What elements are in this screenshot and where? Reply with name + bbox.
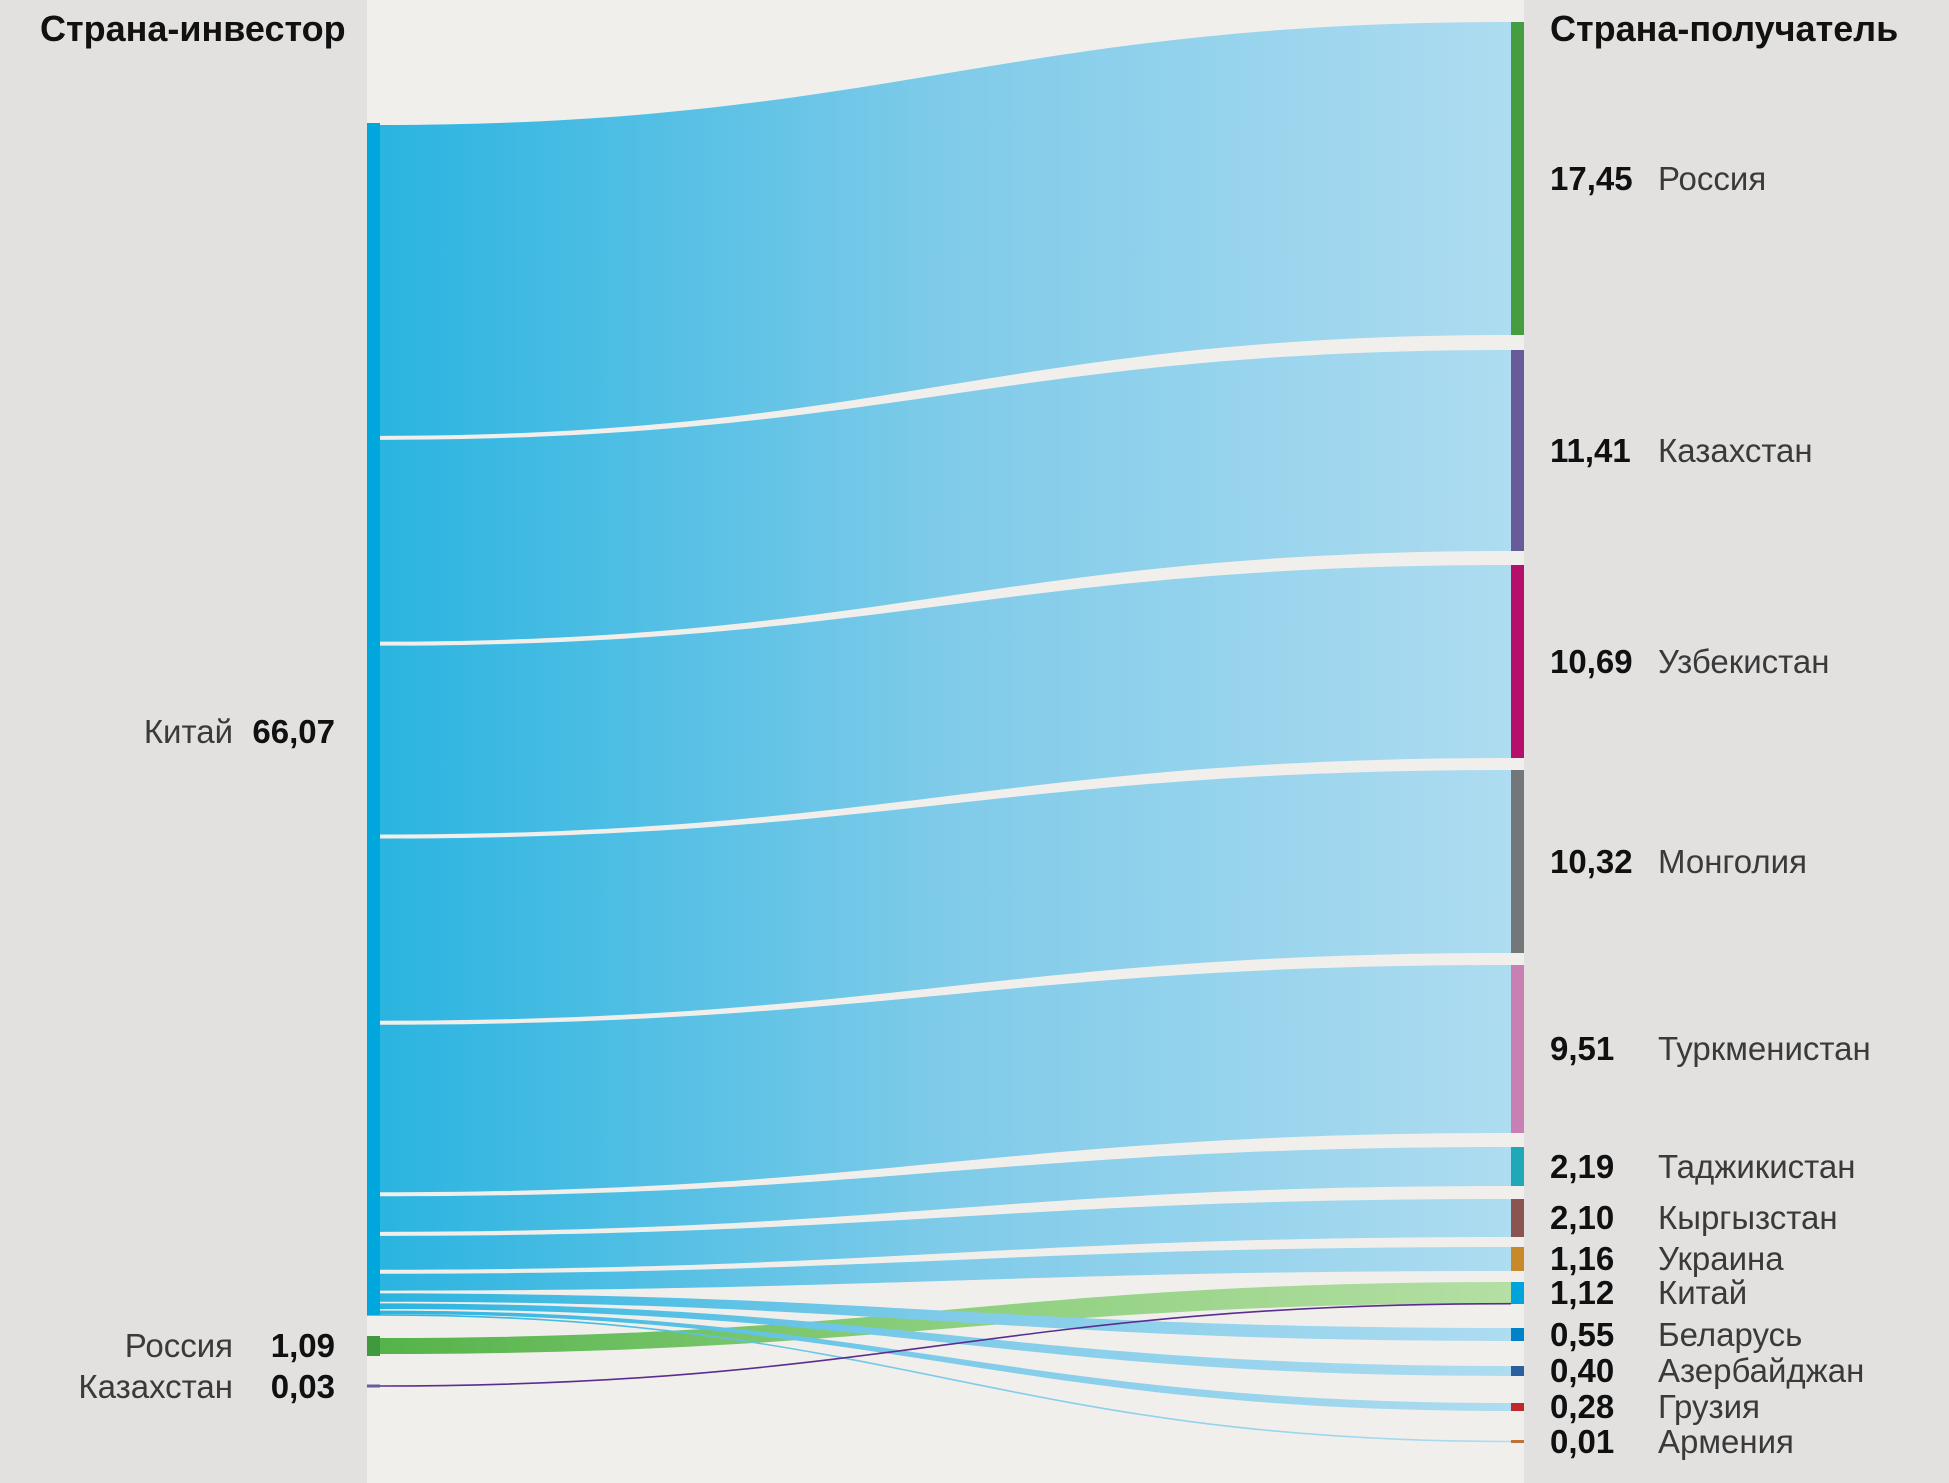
- right-column-header: Страна-получатель: [1550, 8, 1899, 49]
- flow-cn-by_r: [380, 1293, 1511, 1341]
- recipient-name: Туркменистан: [1658, 1029, 1871, 1067]
- recipient-row: 1,16 Украина: [1550, 1239, 1784, 1277]
- recipient-value: 2,10: [1550, 1198, 1615, 1236]
- node-mn_r: [1511, 770, 1524, 953]
- recipient-row: 10,69 Узбекистан: [1550, 642, 1830, 680]
- recipient-row: 0,01 Армения: [1550, 1422, 1794, 1460]
- node-ge_r: [1511, 1403, 1524, 1411]
- left-column-header: Страна-инвестор: [40, 8, 346, 49]
- flow-cn-ge_r: [380, 1310, 1511, 1411]
- node-kz_r: [1511, 350, 1524, 551]
- recipient-value: 0,40: [1550, 1351, 1615, 1389]
- right-label-panel: [1524, 0, 1949, 1483]
- node-ru: [367, 1336, 380, 1356]
- recipient-row: 11,41 Казахстан: [1550, 431, 1813, 469]
- investor-row: Россия 1,09: [124, 1326, 335, 1364]
- investor-row: Казахстан 0,03: [78, 1367, 335, 1405]
- recipient-row: 2,10 Кыргызстан: [1550, 1198, 1838, 1236]
- recipient-row: 17,45 Россия: [1550, 159, 1767, 197]
- recipient-name: Монголия: [1658, 842, 1807, 880]
- recipient-row: 0,40 Азербайджан: [1550, 1351, 1865, 1389]
- investor-name: Китай: [143, 712, 233, 750]
- recipient-name: Азербайджан: [1658, 1351, 1865, 1389]
- flow-cn-ru_r: [380, 22, 1511, 436]
- node-tj_r: [1511, 1147, 1524, 1186]
- recipient-row: 0,55 Беларусь: [1550, 1315, 1803, 1353]
- flow-cn-am_r: [367, 1314, 1512, 1443]
- recipient-value: 1,16: [1550, 1239, 1615, 1277]
- flow-cn-tm_r: [380, 965, 1511, 1193]
- node-kg_r: [1511, 1199, 1524, 1237]
- investor-name: Казахстан: [78, 1367, 233, 1405]
- recipient-value: 10,69: [1550, 642, 1633, 680]
- recipient-name: Казахстан: [1658, 431, 1813, 469]
- flow-kz-cn_r: [367, 1302, 1512, 1387]
- recipient-row: 1,12 Китай: [1550, 1273, 1748, 1311]
- node-tm_r: [1511, 965, 1524, 1133]
- recipient-name: Армения: [1658, 1422, 1794, 1460]
- recipient-name: Украина: [1658, 1239, 1784, 1277]
- investor-row: Китай 66,07: [143, 712, 335, 750]
- recipient-value: 10,32: [1550, 842, 1633, 880]
- recipient-value: 1,12: [1550, 1273, 1615, 1311]
- flow-cn-ua_r: [380, 1247, 1511, 1291]
- flow-cn-az_r: [380, 1303, 1511, 1376]
- recipient-row: 10,32 Монголия: [1550, 842, 1807, 880]
- node-az_r: [1511, 1366, 1524, 1376]
- flow-cn-uz_r: [380, 565, 1511, 835]
- recipient-name: Таджикистан: [1658, 1147, 1856, 1185]
- node-kz: [367, 1384, 380, 1388]
- flow-cn-mn_r: [380, 770, 1511, 1021]
- recipient-value: 0,28: [1550, 1387, 1615, 1425]
- flow-cn-kz_r: [380, 350, 1511, 642]
- investor-name: Россия: [124, 1326, 233, 1364]
- node-cn_r: [1511, 1282, 1524, 1304]
- recipient-value: 9,51: [1550, 1029, 1615, 1067]
- node-cn: [367, 123, 380, 1315]
- recipient-name: Узбекистан: [1658, 642, 1830, 680]
- flow-cn-tj_r: [380, 1147, 1511, 1232]
- recipient-name: Россия: [1658, 159, 1767, 197]
- left-label-panel: [0, 0, 367, 1483]
- node-am_r: [1511, 1440, 1524, 1443]
- recipient-value: 17,45: [1550, 159, 1633, 197]
- recipient-value: 2,19: [1550, 1147, 1615, 1185]
- recipient-row: 9,51 Туркменистан: [1550, 1029, 1871, 1067]
- recipient-name: Кыргызстан: [1658, 1198, 1838, 1236]
- recipient-name: Китай: [1658, 1273, 1748, 1311]
- flow-cn-kg_r: [380, 1199, 1511, 1270]
- node-by_r: [1511, 1328, 1524, 1341]
- recipient-name: Грузия: [1658, 1387, 1760, 1425]
- node-uz_r: [1511, 565, 1524, 758]
- investor-value: 0,03: [270, 1367, 335, 1405]
- recipient-value: 0,55: [1550, 1315, 1615, 1353]
- recipient-value: 0,01: [1550, 1422, 1615, 1460]
- recipient-row: 0,28 Грузия: [1550, 1387, 1760, 1425]
- investor-value: 66,07: [252, 712, 335, 750]
- recipient-name: Беларусь: [1658, 1315, 1803, 1353]
- node-ru_r: [1511, 22, 1524, 335]
- recipient-row: 2,19 Таджикистан: [1550, 1147, 1856, 1185]
- investor-value: 1,09: [270, 1326, 335, 1364]
- node-ua_r: [1511, 1247, 1524, 1271]
- recipient-value: 11,41: [1550, 431, 1631, 469]
